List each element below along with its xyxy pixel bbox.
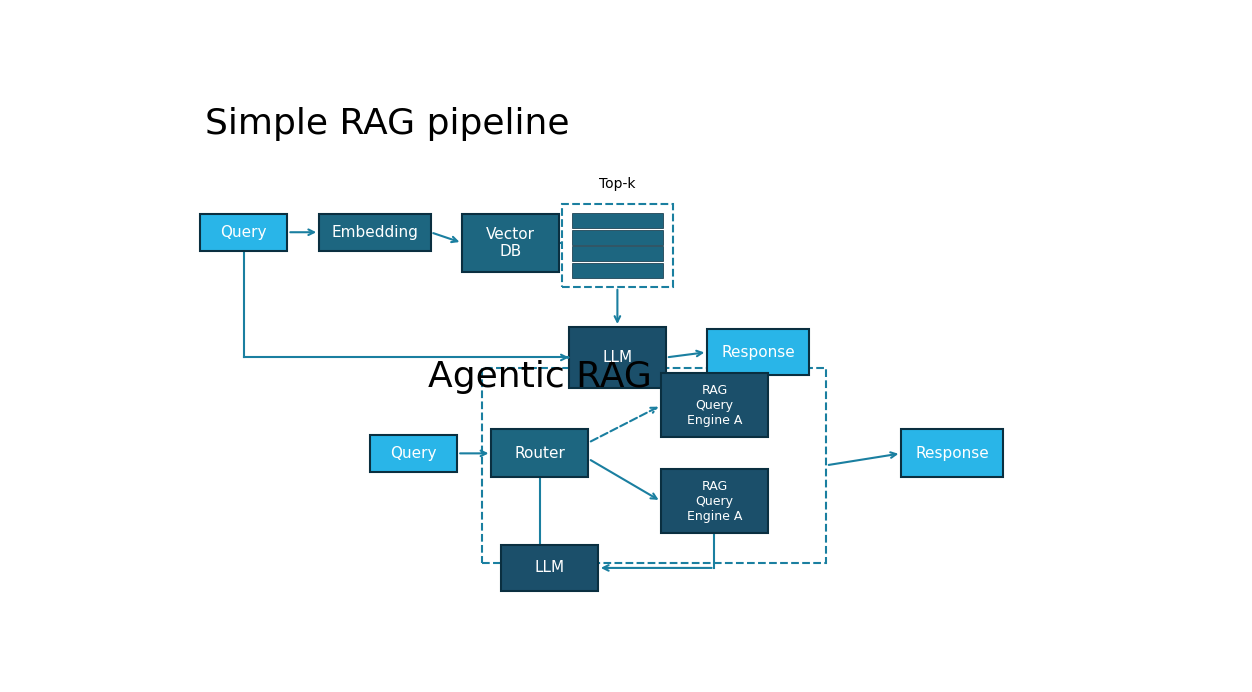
Text: LLM: LLM [602, 350, 632, 365]
Text: Query: Query [220, 225, 267, 239]
FancyBboxPatch shape [200, 214, 288, 251]
FancyBboxPatch shape [572, 230, 664, 245]
Text: Response: Response [721, 345, 795, 360]
Text: Simple RAG pipeline: Simple RAG pipeline [205, 107, 570, 141]
FancyBboxPatch shape [491, 429, 588, 477]
FancyBboxPatch shape [562, 204, 674, 287]
FancyBboxPatch shape [501, 545, 598, 590]
Text: Query: Query [391, 446, 437, 461]
FancyBboxPatch shape [572, 246, 664, 262]
FancyBboxPatch shape [319, 214, 431, 251]
FancyBboxPatch shape [462, 214, 560, 272]
Text: Router: Router [515, 446, 565, 461]
FancyBboxPatch shape [572, 213, 664, 228]
FancyBboxPatch shape [901, 429, 1003, 477]
Text: Vector
DB: Vector DB [486, 227, 535, 259]
Text: Response: Response [915, 446, 989, 461]
FancyBboxPatch shape [661, 374, 767, 437]
FancyBboxPatch shape [707, 329, 809, 375]
FancyBboxPatch shape [371, 435, 457, 472]
Text: Embedding: Embedding [332, 225, 418, 239]
FancyBboxPatch shape [572, 263, 664, 277]
Text: Agentic RAG: Agentic RAG [428, 360, 652, 394]
Text: RAG
Query
Engine A: RAG Query Engine A [687, 480, 742, 523]
FancyBboxPatch shape [568, 327, 666, 388]
Text: LLM: LLM [535, 561, 565, 576]
Text: RAG
Query
Engine A: RAG Query Engine A [687, 384, 742, 427]
Text: Top-k: Top-k [600, 177, 636, 191]
FancyBboxPatch shape [661, 469, 767, 534]
